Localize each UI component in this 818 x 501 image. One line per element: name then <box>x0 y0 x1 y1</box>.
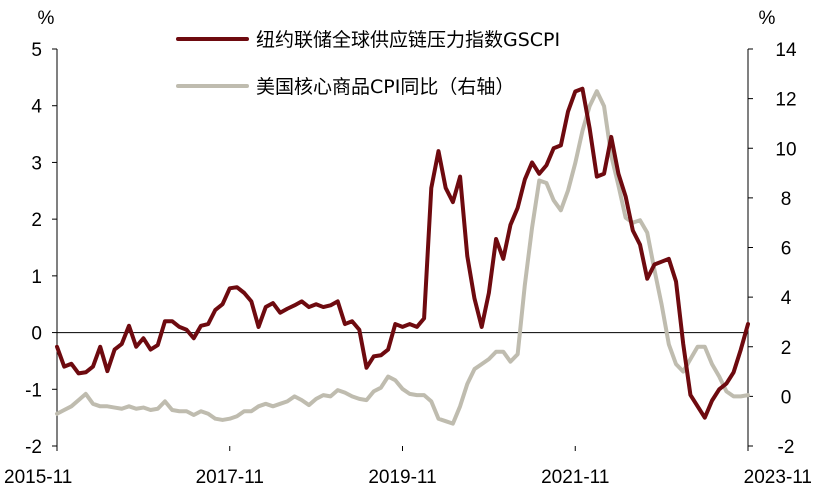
x-tick-label: 2019-11 <box>368 467 436 488</box>
left-tick-label: -1 <box>25 380 42 401</box>
right-tick-label: -2 <box>778 437 795 458</box>
right-tick-label: 6 <box>781 239 792 260</box>
left-axis-unit: % <box>38 8 55 29</box>
x-tick-label: 2015-11 <box>4 467 72 488</box>
right-tick-label: 14 <box>775 40 797 61</box>
x-tick-label: 2023-11 <box>744 467 812 488</box>
x-tick-label: 2021-11 <box>541 467 609 488</box>
right-axis-unit: % <box>759 8 776 29</box>
legend: 纽约联储全球供应链压力指数GSCPI 美国核心商品CPI同比（右轴） <box>176 29 560 98</box>
right-tick-label: 4 <box>781 288 792 309</box>
right-tick-label: 10 <box>775 139 796 160</box>
legend-item-gscpi-label: 纽约联储全球供应链压力指数GSCPI <box>256 29 560 51</box>
left-tick-label: 0 <box>31 324 42 345</box>
right-tick-label: 8 <box>781 189 792 210</box>
right-tick-label: 2 <box>781 338 792 359</box>
left-tick-label: 1 <box>31 267 42 288</box>
left-tick-label: 3 <box>31 153 42 174</box>
legend-item-core-goods-cpi-label: 美国核心商品CPI同比（右轴） <box>256 76 514 98</box>
left-tick-label: 4 <box>31 97 42 118</box>
series-line-gscpi <box>55 86 750 420</box>
right-tick-label: 12 <box>775 90 796 111</box>
left-tick-label: -2 <box>25 437 42 458</box>
series-layer <box>55 86 750 426</box>
x-tick-label: 2017-11 <box>196 467 264 488</box>
right-tick-label: 0 <box>781 387 792 408</box>
left-tick-label: 5 <box>31 40 42 61</box>
left-tick-label: 2 <box>31 210 42 231</box>
